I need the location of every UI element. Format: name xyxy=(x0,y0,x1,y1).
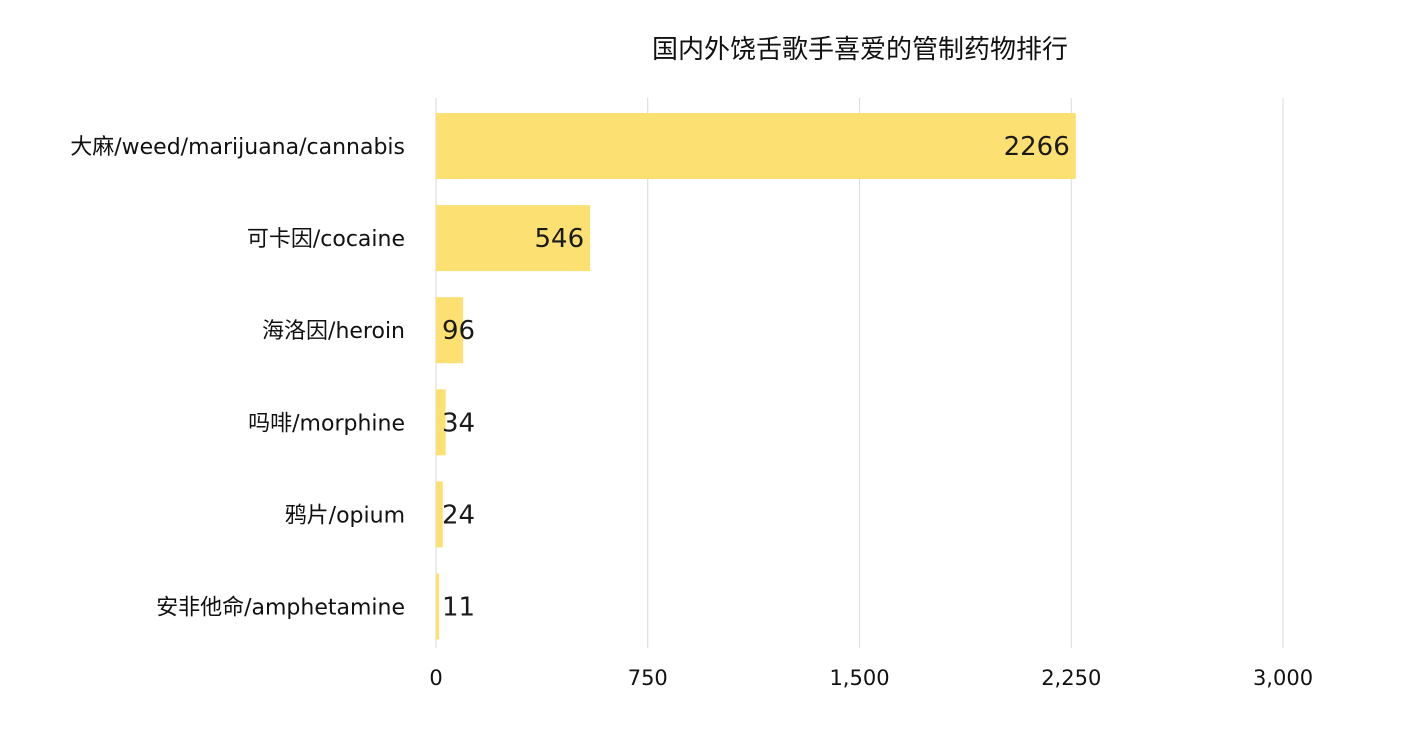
x-axis-ticks: 0 750 1,500 2,250 3,000 xyxy=(429,666,1313,690)
category-label: 可卡因/cocaine xyxy=(247,227,405,252)
category-label: 鸦片/opium xyxy=(285,503,405,528)
category-label: 安非他命/amphetamine xyxy=(156,596,405,621)
x-tick-label: 0 xyxy=(429,666,442,690)
category-labels: 大麻/weed/marijuana/cannabis 可卡因/cocaine 海洛因… xyxy=(70,135,405,621)
value-label: 546 xyxy=(535,224,585,254)
bars xyxy=(436,113,1076,640)
x-tick-label: 3,000 xyxy=(1253,666,1313,690)
bar xyxy=(436,389,446,456)
x-tick-label: 750 xyxy=(628,666,668,690)
gridlines xyxy=(435,98,1284,648)
value-label: 24 xyxy=(442,500,475,530)
category-label: 吗啡/morphine xyxy=(248,411,405,436)
value-labels: 2266 546 96 34 24 11 xyxy=(442,132,1070,623)
value-label: 34 xyxy=(442,408,475,438)
bar xyxy=(436,297,464,364)
bar xyxy=(436,481,443,548)
bar xyxy=(436,113,1076,179)
value-label: 2266 xyxy=(1004,132,1070,162)
bar xyxy=(436,205,591,272)
category-label: 大麻/weed/marijuana/cannabis xyxy=(70,135,405,160)
x-tick-label: 1,500 xyxy=(829,666,889,690)
value-label: 11 xyxy=(442,593,475,623)
bar xyxy=(436,573,440,640)
category-label: 海洛因/heroin xyxy=(262,319,405,344)
value-label: 96 xyxy=(442,316,475,346)
x-tick-label: 2,250 xyxy=(1041,666,1101,690)
chart-title: 国内外饶舌歌手喜爱的管制药物排行 xyxy=(652,35,1068,65)
